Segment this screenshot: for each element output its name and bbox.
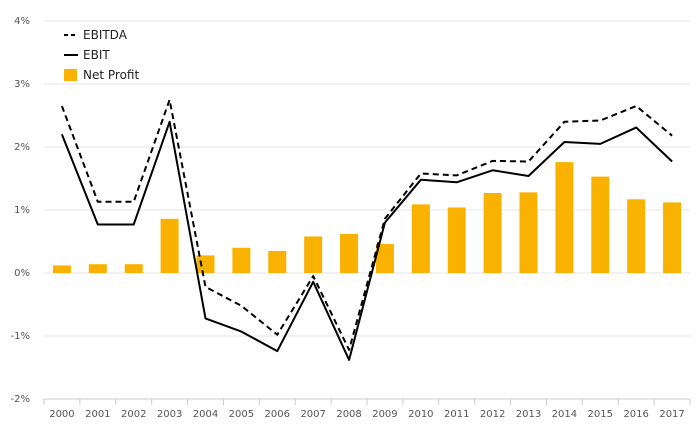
bar-net-profit bbox=[591, 176, 610, 273]
x-tick-label: 2012 bbox=[480, 409, 505, 420]
x-tick-label: 2002 bbox=[121, 409, 146, 420]
y-tick-label: 2% bbox=[14, 142, 30, 153]
x-tick-label: 2010 bbox=[408, 409, 433, 420]
grid bbox=[44, 20, 690, 400]
axes: -2% -1% 0% 1% 2% 3% 4% 2000 2001 2002 2003 2004 2005… bbox=[11, 16, 691, 420]
x-tick-label: 2004 bbox=[193, 409, 218, 420]
bar-net-profit bbox=[196, 255, 215, 273]
bar-net-profit bbox=[232, 247, 251, 273]
line-ebitda bbox=[60, 98, 673, 351]
bar-net-profit bbox=[124, 264, 143, 273]
y-tick-label: 4% bbox=[14, 16, 30, 27]
bar-net-profit bbox=[304, 236, 323, 273]
x-tick-label: 2005 bbox=[229, 409, 254, 420]
y-tick-label: 0% bbox=[14, 268, 30, 279]
legend-net-profit-swatch bbox=[64, 69, 77, 81]
y-tick-label: 1% bbox=[14, 205, 30, 216]
x-tick-label: 2011 bbox=[444, 409, 469, 420]
bar-net-profit bbox=[268, 250, 287, 273]
bar-net-profit bbox=[519, 192, 538, 273]
bar-net-profit bbox=[52, 265, 71, 273]
x-tick-label: 2003 bbox=[157, 409, 182, 420]
legend-net-profit-label: Net Profit bbox=[83, 68, 139, 82]
x-tick-label: 2001 bbox=[85, 409, 110, 420]
bar-net-profit bbox=[160, 218, 179, 273]
bar-net-profit bbox=[555, 162, 574, 273]
line-ebit bbox=[60, 120, 673, 361]
x-tick-label: 2000 bbox=[49, 409, 74, 420]
bar-net-profit bbox=[340, 233, 359, 273]
y-tick-label: -2% bbox=[11, 394, 30, 405]
bar-net-profit bbox=[447, 207, 466, 273]
bar-net-profit bbox=[627, 199, 646, 273]
bar-net-profit bbox=[663, 202, 682, 273]
bar-net-profit bbox=[375, 244, 394, 273]
x-tick-label: 2013 bbox=[516, 409, 541, 420]
x-tick-label: 2016 bbox=[623, 409, 648, 420]
bar-net-profit bbox=[483, 192, 502, 273]
x-tick-label: 2015 bbox=[588, 409, 613, 420]
lines bbox=[60, 98, 673, 361]
x-tick-label: 2006 bbox=[265, 409, 290, 420]
legend-ebit-label: EBIT bbox=[83, 48, 110, 62]
legend-ebitda-label: EBITDA bbox=[83, 28, 128, 42]
bar-net-profit bbox=[411, 204, 430, 273]
x-tick-label: 2014 bbox=[552, 409, 577, 420]
x-tick-label: 2009 bbox=[372, 409, 397, 420]
x-tick-label: 2017 bbox=[659, 409, 684, 420]
bars bbox=[52, 162, 682, 273]
y-tick-label: -1% bbox=[11, 331, 30, 342]
x-tick-label: 2007 bbox=[300, 409, 325, 420]
x-tick-label: 2008 bbox=[336, 409, 361, 420]
y-tick-label: 3% bbox=[14, 79, 30, 90]
bar-net-profit bbox=[88, 264, 107, 273]
legend: EBITDA EBIT Net Profit bbox=[64, 28, 139, 82]
